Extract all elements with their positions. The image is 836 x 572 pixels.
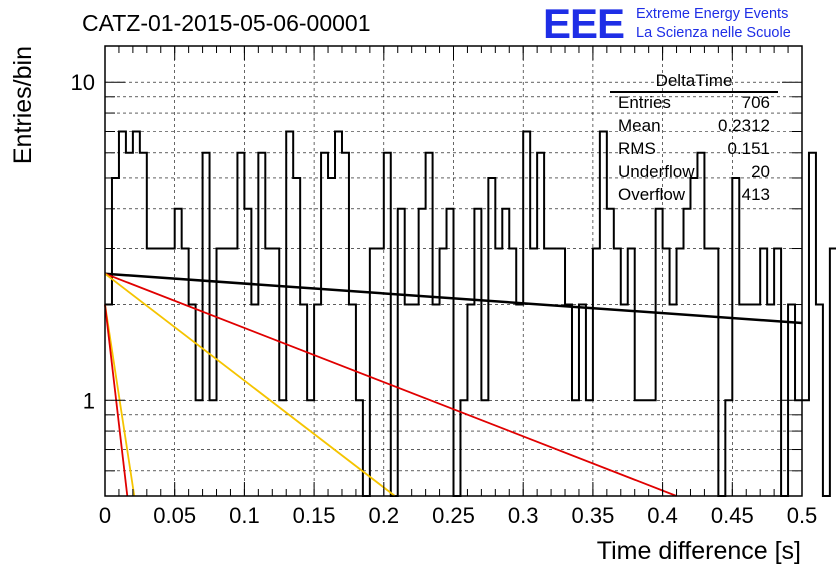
histogram-outline xyxy=(105,130,836,497)
stats-label: Overflow xyxy=(618,185,686,204)
histogram xyxy=(105,130,836,497)
fit-line-black xyxy=(104,272,803,325)
stats-title: DeltaTime xyxy=(655,71,733,90)
stats-label: RMS xyxy=(618,139,656,158)
x-tick-label: 0.3 xyxy=(508,503,539,528)
x-tick-labels: 0 0.05 0.1 0.15 0.2 0.25 0.3 0.35 0.4 0.45 0.5 xyxy=(99,503,817,528)
stats-value: 706 xyxy=(741,93,770,112)
stats-value: 0.151 xyxy=(727,139,770,158)
stats-row-entries: Entries 706 xyxy=(618,93,770,115)
stats-label: Underflow xyxy=(618,162,695,181)
stats-value: 20 xyxy=(751,162,770,181)
y-tick-labels: 1 10 xyxy=(71,70,95,413)
stats-label: Entries xyxy=(618,93,671,112)
stats-value: 0.2312 xyxy=(718,116,770,135)
plot-frame xyxy=(104,45,803,497)
run-title: CATZ-01-2015-05-06-00001 xyxy=(82,10,371,36)
x-tick-label: 0 xyxy=(99,503,111,528)
fit-line-red-mid xyxy=(104,272,677,497)
stats-divider xyxy=(610,91,778,93)
x-tick-label: 0.45 xyxy=(711,503,754,528)
stats-value: 413 xyxy=(741,185,770,204)
fit-line-yellow-mid xyxy=(104,272,396,497)
stats-row-mean: Mean 0.2312 xyxy=(618,116,770,138)
x-tick-label: 0.25 xyxy=(432,503,475,528)
y-axis-label: Entries/bin xyxy=(9,46,37,164)
x-tick-label: 0.4 xyxy=(647,503,678,528)
logo-line-2: La Scienza nelle Scuole xyxy=(636,25,791,41)
x-tick-label: 0.35 xyxy=(571,503,614,528)
stats-label: Mean xyxy=(618,116,661,135)
y-tick-label: 1 xyxy=(83,388,95,413)
stats-row-rms: RMS 0.151 xyxy=(618,139,770,161)
stats-row-overflow: Overflow 413 xyxy=(618,185,770,207)
y-tick-label: 10 xyxy=(71,70,95,95)
x-axis-label: Time difference [s] xyxy=(597,537,801,565)
x-tick-label: 0.1 xyxy=(229,503,260,528)
stats-box: DeltaTime Entries 706 Mean 0.2312 RMS 0.… xyxy=(610,71,778,211)
x-tick-label: 0.05 xyxy=(153,503,196,528)
eee-logo: EEE Extreme Energy Events La Scienza nel… xyxy=(543,0,833,47)
logo-mark: EEE xyxy=(543,0,625,47)
stats-row-underflow: Underflow 20 xyxy=(618,162,770,184)
logo-line-1: Extreme Energy Events xyxy=(636,6,789,22)
x-tick-label: 0.15 xyxy=(293,503,336,528)
x-tick-label: 0.2 xyxy=(369,503,400,528)
x-tick-label: 0.5 xyxy=(787,503,818,528)
